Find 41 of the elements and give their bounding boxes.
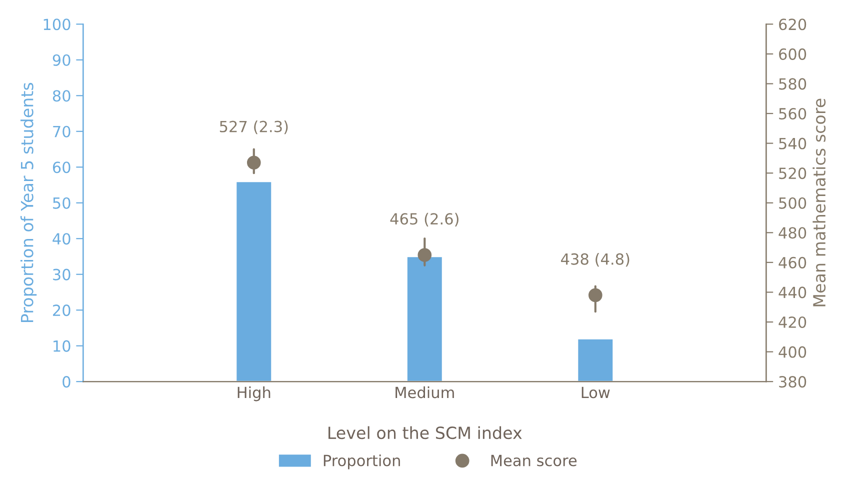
point [418,248,432,262]
y-tick-label: 70 [53,126,70,138]
bar [576,338,614,382]
bar [235,180,273,382]
y-tick-label: 0 [62,376,70,388]
x-tick-label: Low [582,386,610,398]
point [246,156,261,170]
y2-tick-label: 400 [778,346,806,358]
x-axis-title: Level on the SCM index [328,426,522,440]
bar [406,256,444,382]
y2-tick-label: 460 [778,256,806,268]
y-tick-label: 100 [44,18,70,30]
point [588,288,602,302]
y2-tick-label: 620 [779,18,806,30]
y-tick-label: 90 [52,54,70,66]
y-tick-label: 20 [53,304,70,316]
y-tick-label: 10 [54,340,70,352]
y-tick-label: 80 [52,90,70,102]
y2-tick-label: 520 [779,168,806,180]
legend-label: Mean score [491,454,577,466]
y-tick-label: 40 [52,233,70,245]
y2-tick-label: 540 [779,138,806,150]
y2-tick-label: 420 [778,316,806,328]
y2-tick-label: 380 [779,376,806,388]
y-tick-label: 30 [53,268,70,280]
y2-tick-label: 440 [778,286,806,298]
y2-tick-label: 480 [778,227,806,239]
y2-tick-label: 600 [779,48,806,60]
x-tick-label: Medium [396,386,454,398]
y2-tick-label: 580 [779,78,806,90]
data-label: 527 (2.3) [220,120,288,134]
legend-label: Proportion [324,454,400,470]
x-tick-label: High [238,386,270,402]
y-tick-label: 50 [53,197,70,209]
data-label: 465 (2.6) [390,212,458,226]
y2-tick-label: 500 [779,197,806,209]
y2-axis-title: Mean mathematics score [812,98,826,306]
y-tick-label: 60 [52,162,70,174]
y-axis-title: Proportion of Year 5 students [20,82,37,322]
y2-tick-label: 560 [779,108,806,120]
data-label: 438 (4.8) [561,253,630,267]
